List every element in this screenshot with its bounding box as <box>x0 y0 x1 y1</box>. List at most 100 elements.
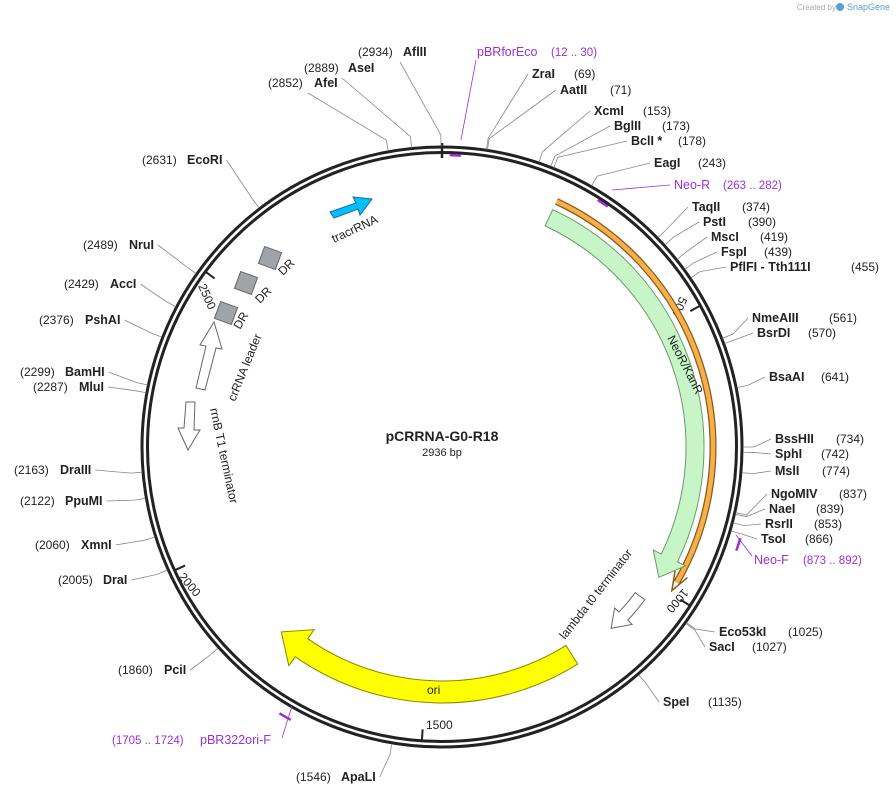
rrnb-feature <box>177 401 201 452</box>
site-position: (419) <box>760 230 788 244</box>
site-name: DraI <box>103 573 127 587</box>
site-position: (390) <box>748 215 776 229</box>
site-position: (561) <box>829 311 857 325</box>
site-position: (570) <box>808 326 836 340</box>
site-name: XcmI <box>594 104 624 118</box>
site-position: (2122) <box>20 494 55 508</box>
primer-leader <box>735 534 753 557</box>
site-name: PpuMI <box>65 494 103 508</box>
site-position: (2299) <box>20 365 55 379</box>
site-name: TaqII <box>692 200 720 214</box>
feature-label: lambda t0 terminator <box>556 546 635 641</box>
site-name: Eco53kI <box>719 625 766 639</box>
ori-feature <box>280 629 579 704</box>
site-leader <box>95 469 143 474</box>
site-name: DraIII <box>60 463 91 477</box>
site-name: PflFI - Tth111I <box>730 260 811 274</box>
site-name: BssHII <box>775 432 814 446</box>
site-leader <box>736 376 766 388</box>
crrna-leader-feature <box>195 320 223 391</box>
lambda-feature <box>610 591 646 630</box>
tick-mark <box>679 598 692 607</box>
credit: Created by <box>797 3 836 12</box>
site-position: (455) <box>851 260 879 274</box>
site-position: (2060) <box>35 538 70 552</box>
dr-feature <box>213 300 239 326</box>
site-leader <box>307 92 389 151</box>
site-position: (734) <box>836 432 864 446</box>
site-leader <box>722 317 749 339</box>
site-name: PstI <box>703 215 726 229</box>
site-name: ZraI <box>532 67 555 81</box>
feature-label: DR <box>252 284 274 306</box>
site-name: AatII <box>560 83 587 97</box>
neo-feature <box>544 208 705 579</box>
site-name: SpeI <box>663 695 689 709</box>
site-position: (153) <box>643 104 671 118</box>
site-position: (839) <box>816 502 844 516</box>
site-leader <box>226 159 260 209</box>
dr-feature <box>257 245 283 271</box>
site-position: (1860) <box>118 663 153 677</box>
site-name: MscI <box>711 230 739 244</box>
brand: SnapGene <box>847 2 890 12</box>
site-position: (2287) <box>33 380 68 394</box>
site-name: AccI <box>110 277 136 291</box>
site-position: (2489) <box>83 238 118 252</box>
site-leader <box>730 530 758 540</box>
site-leader <box>131 569 168 581</box>
site-position: (1025) <box>788 625 823 639</box>
site-leader <box>742 451 772 455</box>
site-name: BsaAI <box>769 370 804 384</box>
site-leader <box>140 283 176 307</box>
site-name: ApaLI <box>341 770 376 784</box>
site-name: EagI <box>654 156 680 170</box>
site-position: (71) <box>610 83 631 97</box>
site-name: BclI * <box>631 134 662 148</box>
site-name: SacI <box>709 640 735 654</box>
site-name: XmnI <box>81 538 112 552</box>
site-position: (837) <box>839 487 867 501</box>
site-position: (178) <box>678 134 706 148</box>
site-position: (374) <box>742 200 770 214</box>
primer-name: Neo-F <box>754 553 789 567</box>
plasmid-length: 2936 bp <box>422 447 462 459</box>
site-name: AseI <box>348 61 374 75</box>
primer-name: Neo-R <box>674 178 710 192</box>
site-leader <box>550 125 611 167</box>
tick-mark <box>420 729 424 742</box>
dr-feature <box>233 270 259 296</box>
site-position: (1027) <box>752 640 787 654</box>
tick-mark <box>689 304 702 313</box>
site-position: (742) <box>821 447 849 461</box>
site-leader <box>538 110 591 163</box>
orange-track <box>555 199 716 584</box>
feature-label: ori <box>427 683 440 697</box>
site-leader <box>341 77 412 148</box>
site-position: (1135) <box>708 695 742 709</box>
site-leader <box>735 493 768 516</box>
site-leader <box>743 438 772 448</box>
site-leader <box>487 89 557 150</box>
site-name: AflII <box>403 45 427 59</box>
site-name: TsoI <box>761 532 786 546</box>
site-name: BglII <box>614 119 641 133</box>
site-name: MslI <box>775 464 799 478</box>
site-name: PciI <box>164 663 186 677</box>
site-leader <box>686 622 716 633</box>
primer-range: (873 .. 892) <box>803 555 862 567</box>
site-name: RsrII <box>765 517 793 531</box>
site-leader <box>115 536 155 546</box>
site-name: MluI <box>79 380 104 394</box>
primer-leader <box>611 184 671 191</box>
primer-range: (1705 .. 1724) <box>112 735 184 747</box>
plasmid-name: pCRRNA-G0-R18 <box>386 428 499 444</box>
site-leader <box>399 61 442 147</box>
primer-range: (263 .. 282) <box>723 180 782 192</box>
site-position: (2376) <box>39 313 74 327</box>
site-leader <box>735 508 766 518</box>
site-position: (69) <box>574 67 595 81</box>
site-position: (2163) <box>14 463 49 477</box>
site-position: (2005) <box>58 573 93 587</box>
